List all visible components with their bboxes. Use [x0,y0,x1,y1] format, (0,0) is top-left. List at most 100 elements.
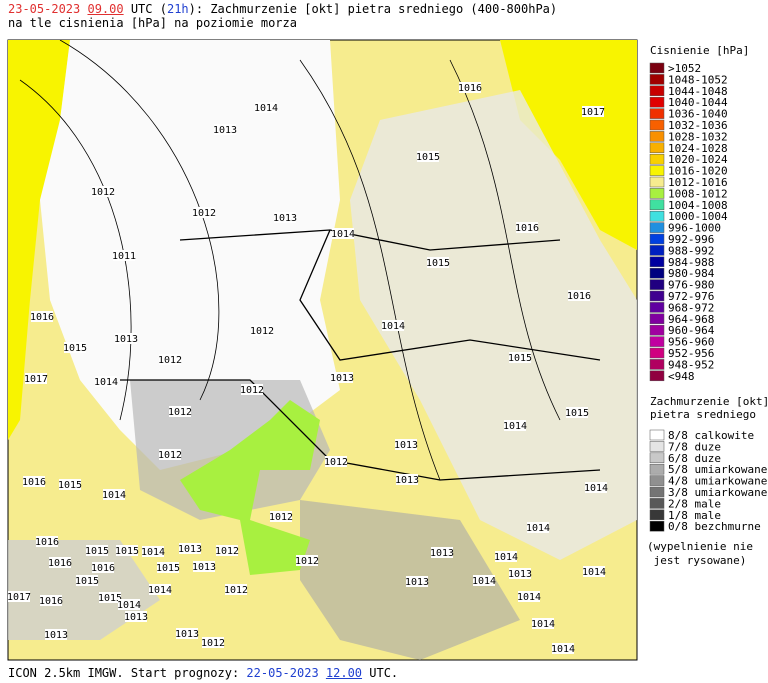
legend-label: 1040-1044 [668,96,728,109]
legend-label: 1/8 male [668,509,721,522]
legend-label: 1004-1008 [668,199,728,212]
legend-swatch [649,324,665,336]
isobar-label-bg [36,536,58,547]
text-segment: 12.00 [325,666,363,680]
low-pressure-area [180,400,320,575]
isobar-label-bg [8,591,30,602]
isobar-label: 1013 [114,334,138,345]
legend-swatch [649,210,665,222]
legend-swatch [649,96,665,108]
isobar-label: 1015 [426,258,450,269]
legend-label: 1016-1020 [668,165,728,178]
isobar-label-bg [193,207,215,218]
legend-label: 1024-1028 [668,142,728,155]
legend-title: pietra sredniego [650,408,756,421]
isobar-label: 1015 [85,546,109,557]
text-segment: ICON 2.5km IMGW. Start prognozy: [8,666,247,680]
isobar-label: 1016 [39,596,63,607]
isobar-label-bg [23,476,45,487]
legend-swatch [649,176,665,188]
legend-swatch [649,302,665,313]
legend-label: 5/8 umiarkowane [668,463,767,476]
isobar-label-bg [49,557,71,568]
legend-swatch [649,74,665,85]
high-pressure-area [8,40,70,440]
legend-swatch [649,153,665,165]
legend-label: 948-952 [668,358,714,371]
isobar-label-bg [45,629,67,640]
legend-swatch [649,267,665,279]
isobar-label-bg [103,489,125,500]
isobar-label: 1016 [35,537,59,548]
isobar-label: 1014 [503,421,527,432]
isobar-label-bg [40,595,62,606]
isobar-label-bg [25,373,47,384]
text-segment [319,666,326,680]
isobar-label: 1012 [91,187,115,198]
legend-label: 1012-1016 [668,176,728,189]
legend-swatch [649,290,665,302]
isobar-label-bg [417,151,439,162]
isobar-label-bg [509,352,531,363]
legend-label: 956-960 [668,336,714,349]
legend-swatch [649,108,665,119]
isobar-label-bg [142,546,164,557]
isobar-label-bg [115,333,137,344]
legend-label: 1044-1048 [668,85,728,98]
legend-swatch [649,370,665,382]
isobar-label: 1013 [124,612,148,623]
isobar-label: 1013 [395,475,419,486]
legend-swatch [649,359,665,370]
isobar-label-bg [169,406,191,417]
isobar-label-bg [179,543,201,554]
isobar-label-bg [382,320,404,331]
legend-swatch [649,520,665,532]
isobar-label-bg [527,522,549,533]
isobar-label: 1013 [430,548,454,559]
isobar-label: 1015 [58,480,82,491]
isobar-label: 1012 [215,546,239,557]
isobar-label: 1014 [141,547,165,558]
isobar-label: 1014 [494,552,518,563]
isobar-label: 1012 [201,638,225,649]
legend-swatch [649,85,665,97]
isobar-label: 1016 [91,563,115,574]
legend-label: 968-972 [668,301,714,314]
legend-swatch [649,475,665,486]
isobar-label-bg [31,311,53,322]
legend-label: 1020-1024 [668,153,728,166]
text-segment: UTC ( [123,2,167,16]
isobar-label: 1013 [508,569,532,580]
legend-label: 992-996 [668,233,714,246]
legend-swatch [649,245,665,256]
legend-swatch [649,441,665,452]
isobar-label: 1012 [269,512,293,523]
isobar-label-bg [459,82,481,93]
isobar-label: 1014 [582,567,606,578]
legend-label: 1008-1012 [668,187,728,200]
legend-swatch [649,429,665,441]
legend-label: 3/8 umiarkowane [668,486,767,499]
isobar-label: 1017 [24,374,48,385]
isobar-label: 1017 [581,107,605,118]
isobar-label: 1012 [192,208,216,219]
legend-label: >1052 [668,62,701,75]
isobar-label-bg [395,439,417,450]
isobar-label-bg [225,584,247,595]
isobar-label: 1012 [224,585,248,596]
isobar-label: 1012 [250,326,274,337]
legend-swatch [649,62,665,74]
isobar-label-bg [552,643,574,654]
isobar-label-bg [95,376,117,387]
legend-swatch [649,233,665,245]
isobar-label: 1016 [515,223,539,234]
legend-swatch [649,119,665,131]
header-line: 23-05-2023 09.00 UTC (21h): Zachmurzenie… [8,2,557,16]
isobar-label: 1014 [102,490,126,501]
isobar-label: 1013 [213,125,237,136]
legend-swatch [649,463,665,475]
isobar-label: 1014 [331,229,355,240]
legend-swatch [649,165,665,176]
isobar-label-bg [59,479,81,490]
